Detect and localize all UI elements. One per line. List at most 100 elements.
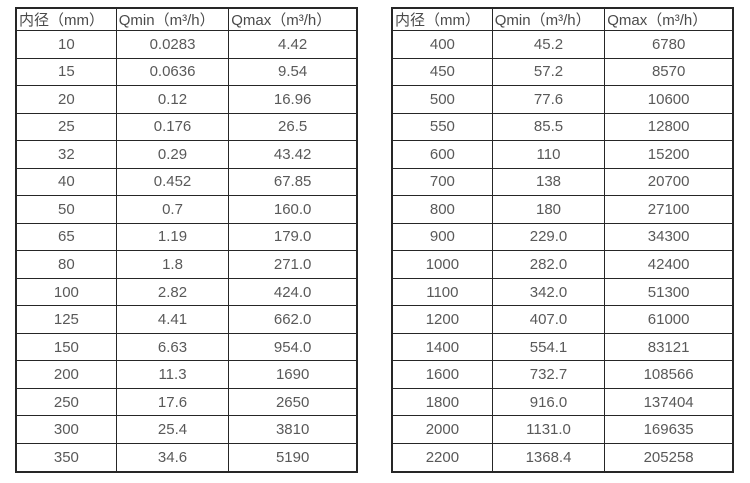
header-cell-qmax: Qmax（m³/h） <box>604 7 734 31</box>
table-row: 450 57.2 8570 <box>391 57 734 87</box>
cell-qmin: 342.0 <box>491 277 606 307</box>
header-cell-qmin: Qmin（m³/h） <box>115 7 230 31</box>
table-row: 800 180 27100 <box>391 195 734 224</box>
cell-qmin: 554.1 <box>491 332 606 362</box>
cell-diameter: 125 <box>15 305 117 334</box>
cell-qmax: 179.0 <box>228 222 358 252</box>
cell-qmin: 57.2 <box>491 57 606 87</box>
cell-qmin: 1131.0 <box>491 415 606 444</box>
table-row: 10 0.0283 4.42 <box>15 30 358 59</box>
table-row: 600 110 15200 <box>391 140 734 169</box>
table-row: 40 0.452 67.85 <box>15 167 358 197</box>
cell-qmin: 180 <box>491 195 606 224</box>
table-row: 1800 916.0 137404 <box>391 387 734 417</box>
table-row: 300 25.4 3810 <box>15 415 358 444</box>
cell-diameter: 2200 <box>391 442 493 473</box>
cell-diameter: 80 <box>15 250 117 279</box>
cell-qmax: 15200 <box>604 140 734 169</box>
cell-qmax: 954.0 <box>228 332 358 362</box>
table-row: 2000 1131.0 169635 <box>391 415 734 444</box>
cell-qmin: 0.452 <box>115 167 230 197</box>
header-row: 内径（mm） Qmin（m³/h） Qmax（m³/h） <box>15 7 358 31</box>
flow-spec-table-small-diameters: 内径（mm） Qmin（m³/h） Qmax（m³/h） 10 0.0283 4.4… <box>15 7 358 473</box>
table-row: 25 0.176 26.5 <box>15 112 358 142</box>
header-row: 内径（mm） Qmin（m³/h） Qmax（m³/h） <box>391 7 734 31</box>
cell-qmax: 137404 <box>604 387 734 417</box>
cell-qmin: 0.0283 <box>115 30 230 59</box>
table-row: 1600 732.7 108566 <box>391 360 734 389</box>
cell-diameter: 400 <box>391 30 493 59</box>
cell-qmin: 0.12 <box>115 85 230 114</box>
cell-qmax: 6780 <box>604 30 734 59</box>
table-row: 80 1.8 271.0 <box>15 250 358 279</box>
cell-qmax: 424.0 <box>228 277 358 307</box>
cell-qmax: 83121 <box>604 332 734 362</box>
cell-diameter: 700 <box>391 167 493 197</box>
cell-qmax: 20700 <box>604 167 734 197</box>
cell-qmax: 43.42 <box>228 140 358 169</box>
table-row: 700 138 20700 <box>391 167 734 197</box>
table-row: 550 85.5 12800 <box>391 112 734 142</box>
cell-qmin: 110 <box>491 140 606 169</box>
table-row: 150 6.63 954.0 <box>15 332 358 362</box>
cell-qmax: 27100 <box>604 195 734 224</box>
cell-diameter: 20 <box>15 85 117 114</box>
table-row: 200 11.3 1690 <box>15 360 358 389</box>
cell-diameter: 32 <box>15 140 117 169</box>
cell-qmin: 34.6 <box>115 442 230 473</box>
table-row: 1400 554.1 83121 <box>391 332 734 362</box>
cell-qmin: 138 <box>491 167 606 197</box>
table-row: 100 2.82 424.0 <box>15 277 358 307</box>
cell-qmax: 61000 <box>604 305 734 334</box>
cell-diameter: 1800 <box>391 387 493 417</box>
cell-qmax: 205258 <box>604 442 734 473</box>
cell-diameter: 500 <box>391 85 493 114</box>
cell-qmax: 9.54 <box>228 57 358 87</box>
spec-tables-page: 内径（mm） Qmin（m³/h） Qmax（m³/h） 10 0.0283 4.4… <box>15 7 734 473</box>
cell-diameter: 200 <box>15 360 117 389</box>
cell-qmin: 1368.4 <box>491 442 606 473</box>
cell-qmin: 6.63 <box>115 332 230 362</box>
cell-qmin: 2.82 <box>115 277 230 307</box>
header-cell-qmax: Qmax（m³/h） <box>228 7 358 31</box>
table-row: 125 4.41 662.0 <box>15 305 358 334</box>
cell-qmax: 12800 <box>604 112 734 142</box>
cell-diameter: 25 <box>15 112 117 142</box>
flow-spec-table-large-diameters: 内径（mm） Qmin（m³/h） Qmax（m³/h） 400 45.2 6780… <box>391 7 734 473</box>
cell-diameter: 50 <box>15 195 117 224</box>
cell-diameter: 300 <box>15 415 117 444</box>
table-body: 400 45.2 6780 450 57.2 8570 500 77.6 10600 550 85.… <box>391 30 734 473</box>
cell-qmax: 3810 <box>228 415 358 444</box>
cell-qmin: 0.0636 <box>115 57 230 87</box>
cell-qmin: 916.0 <box>491 387 606 417</box>
table-row: 15 0.0636 9.54 <box>15 57 358 87</box>
cell-qmin: 0.7 <box>115 195 230 224</box>
cell-qmin: 11.3 <box>115 360 230 389</box>
cell-diameter: 800 <box>391 195 493 224</box>
cell-qmax: 4.42 <box>228 30 358 59</box>
cell-diameter: 150 <box>15 332 117 362</box>
table-row: 1000 282.0 42400 <box>391 250 734 279</box>
cell-diameter: 40 <box>15 167 117 197</box>
table-row: 900 229.0 34300 <box>391 222 734 252</box>
cell-qmin: 0.176 <box>115 112 230 142</box>
cell-diameter: 250 <box>15 387 117 417</box>
table-row: 32 0.29 43.42 <box>15 140 358 169</box>
table-row: 65 1.19 179.0 <box>15 222 358 252</box>
cell-diameter: 350 <box>15 442 117 473</box>
cell-diameter: 15 <box>15 57 117 87</box>
cell-qmin: 85.5 <box>491 112 606 142</box>
cell-qmax: 34300 <box>604 222 734 252</box>
cell-qmax: 160.0 <box>228 195 358 224</box>
header-cell-diameter: 内径（mm） <box>15 7 117 31</box>
cell-qmax: 1690 <box>228 360 358 389</box>
cell-qmin: 45.2 <box>491 30 606 59</box>
cell-diameter: 2000 <box>391 415 493 444</box>
cell-diameter: 1100 <box>391 277 493 307</box>
header-cell-diameter: 内径（mm） <box>391 7 493 31</box>
cell-qmin: 25.4 <box>115 415 230 444</box>
cell-diameter: 450 <box>391 57 493 87</box>
cell-diameter: 1600 <box>391 360 493 389</box>
cell-qmin: 407.0 <box>491 305 606 334</box>
cell-qmax: 8570 <box>604 57 734 87</box>
